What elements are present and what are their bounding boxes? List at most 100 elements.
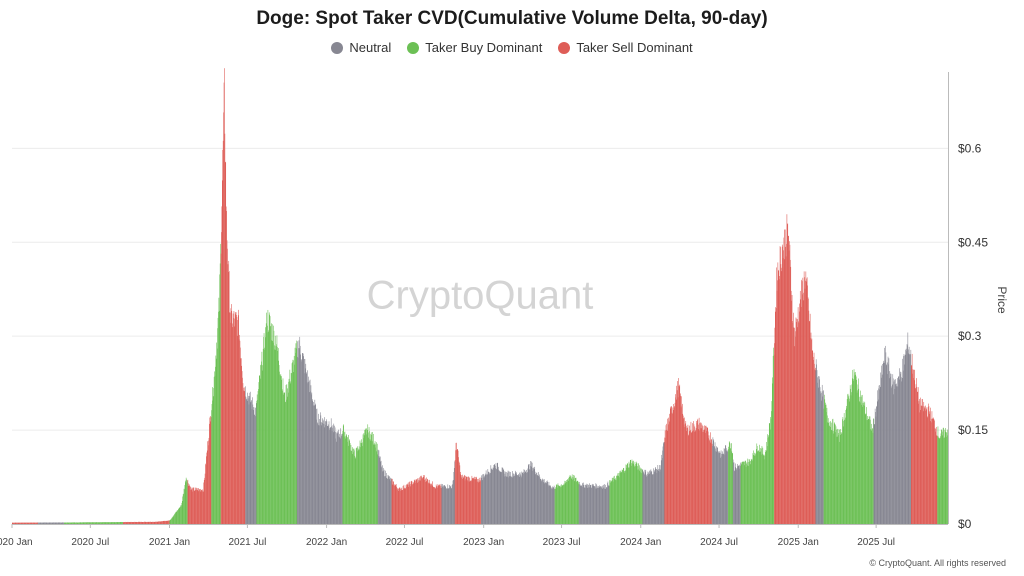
price-bar bbox=[840, 434, 841, 524]
price-bar bbox=[473, 478, 474, 524]
price-bar bbox=[83, 522, 84, 524]
price-bar bbox=[697, 429, 699, 524]
price-bar bbox=[640, 468, 642, 524]
x-tick-label: 2020 Jul bbox=[71, 537, 109, 548]
price-bar bbox=[108, 522, 110, 524]
price-bar bbox=[717, 451, 719, 524]
price-bar bbox=[617, 473, 619, 524]
price-bar bbox=[401, 490, 403, 524]
price-bar bbox=[106, 522, 108, 524]
price-bar bbox=[373, 444, 375, 524]
price-bar bbox=[379, 457, 380, 524]
price-bar bbox=[397, 488, 399, 524]
price-bar bbox=[836, 429, 838, 524]
price-bar bbox=[743, 461, 744, 524]
price-bar bbox=[368, 427, 370, 524]
price-bar bbox=[536, 472, 538, 524]
price-bar bbox=[748, 459, 750, 524]
price-bar bbox=[526, 472, 528, 524]
price-bar bbox=[786, 243, 787, 524]
price-bar bbox=[383, 471, 384, 524]
price-bar bbox=[321, 422, 322, 524]
price-bar bbox=[405, 485, 407, 524]
price-bar bbox=[550, 488, 552, 524]
price-bar bbox=[140, 521, 141, 524]
price-bar bbox=[765, 451, 766, 524]
price-bar bbox=[162, 521, 164, 524]
price-bar bbox=[629, 467, 630, 524]
price-bar bbox=[286, 399, 287, 524]
price-bar bbox=[747, 465, 749, 524]
price-bar bbox=[573, 478, 575, 524]
legend-item-neutral[interactable]: Neutral bbox=[331, 40, 391, 55]
price-bar bbox=[728, 449, 730, 524]
price-bar bbox=[268, 312, 270, 524]
price-bar bbox=[621, 471, 622, 524]
price-bar bbox=[312, 405, 314, 524]
price-bar bbox=[347, 437, 349, 524]
price-bar bbox=[293, 371, 295, 524]
price-bar bbox=[703, 430, 705, 524]
price-bar bbox=[772, 355, 774, 524]
price-bar bbox=[926, 417, 928, 524]
price-bar bbox=[215, 355, 217, 524]
price-bar bbox=[333, 431, 335, 524]
price-bar bbox=[483, 474, 485, 524]
price-bar bbox=[467, 476, 468, 524]
price-bar bbox=[720, 452, 721, 524]
price-bar bbox=[284, 392, 285, 524]
price-bar bbox=[899, 371, 901, 524]
price-bar bbox=[535, 474, 537, 524]
price-bar bbox=[792, 322, 794, 524]
price-bar bbox=[888, 358, 890, 524]
price-bar bbox=[593, 484, 594, 524]
price-bar bbox=[317, 425, 319, 524]
price-bar bbox=[497, 469, 499, 524]
price-bar bbox=[852, 369, 854, 524]
price-bar bbox=[494, 468, 496, 524]
price-bar bbox=[293, 355, 295, 524]
price-bar bbox=[351, 451, 352, 524]
price-bar bbox=[153, 521, 155, 524]
price-bar bbox=[742, 461, 744, 524]
price-bar bbox=[371, 434, 372, 524]
price-bar bbox=[15, 522, 17, 524]
price-bar bbox=[402, 490, 403, 524]
price-bar bbox=[737, 463, 738, 524]
price-bar bbox=[879, 385, 880, 524]
price-bar bbox=[702, 431, 703, 524]
price-bar bbox=[342, 425, 344, 524]
price-bar bbox=[93, 522, 95, 524]
price-bar bbox=[88, 522, 90, 524]
price-bar bbox=[309, 379, 311, 524]
price-bar bbox=[682, 415, 684, 524]
price-bar bbox=[61, 522, 62, 524]
price-bar bbox=[799, 290, 801, 524]
legend-item-taker-buy[interactable]: Taker Buy Dominant bbox=[407, 40, 542, 55]
price-bar bbox=[124, 522, 126, 524]
price-bar bbox=[661, 457, 663, 524]
price-bar bbox=[622, 470, 624, 524]
price-bar bbox=[215, 358, 217, 524]
price-bar bbox=[610, 480, 611, 524]
price-bar bbox=[930, 418, 932, 524]
price-bar bbox=[209, 423, 210, 524]
price-bar bbox=[657, 465, 659, 524]
price-bar bbox=[354, 455, 356, 524]
price-bar bbox=[343, 424, 344, 524]
price-bar bbox=[860, 390, 861, 524]
price-bar bbox=[348, 434, 349, 524]
price-bar bbox=[112, 522, 113, 524]
price-bar bbox=[603, 487, 605, 524]
price-bar bbox=[528, 464, 530, 524]
price-bar bbox=[404, 488, 405, 524]
price-bar bbox=[843, 426, 845, 524]
price-bar bbox=[732, 453, 733, 524]
price-bar bbox=[480, 481, 481, 524]
legend-item-taker-sell[interactable]: Taker Sell Dominant bbox=[558, 40, 693, 55]
price-bar bbox=[536, 472, 537, 524]
price-bar bbox=[489, 473, 491, 524]
price-bar bbox=[565, 481, 567, 524]
price-bar bbox=[161, 521, 163, 524]
price-bar bbox=[252, 404, 254, 524]
